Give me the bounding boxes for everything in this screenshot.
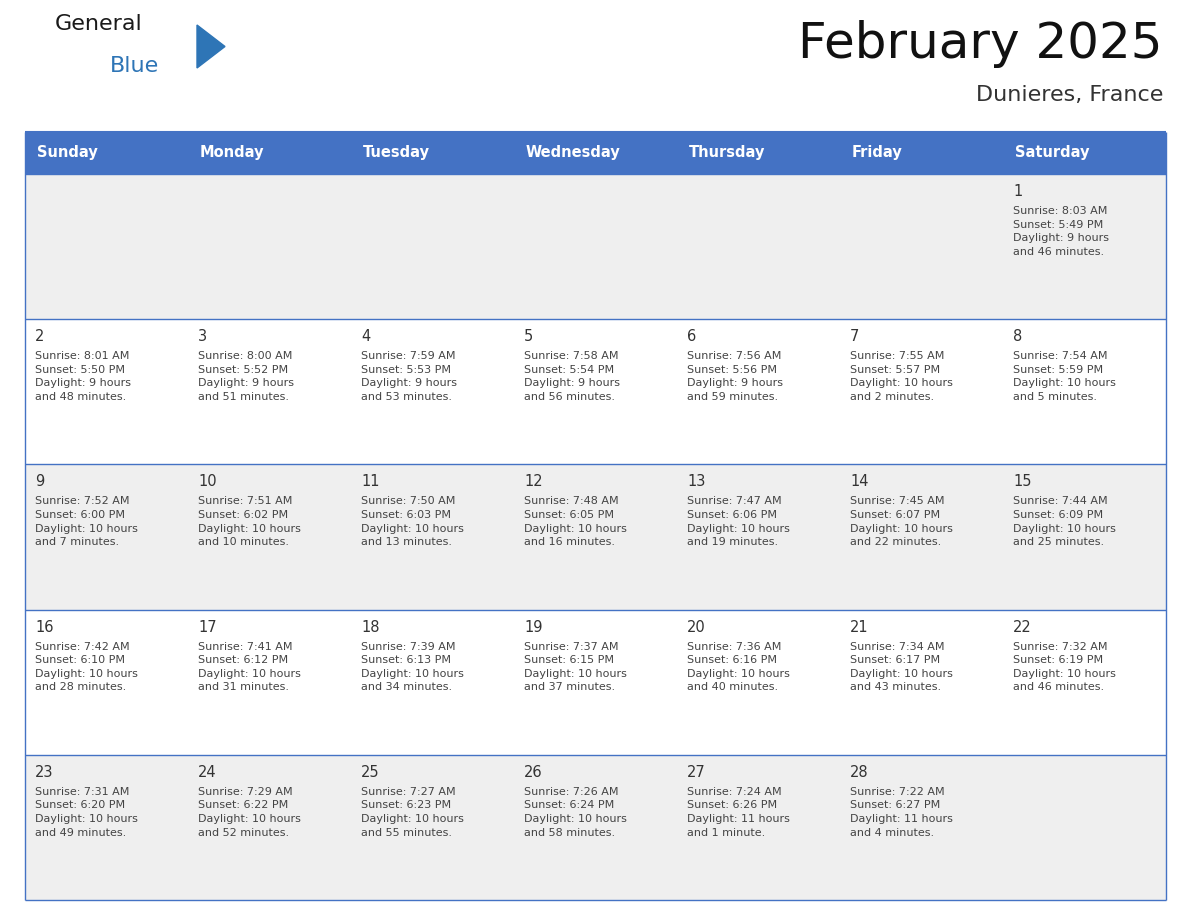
- Text: 20: 20: [687, 620, 706, 634]
- Text: 5: 5: [524, 330, 533, 344]
- Text: Sunrise: 7:41 AM
Sunset: 6:12 PM
Daylight: 10 hours
and 31 minutes.: Sunrise: 7:41 AM Sunset: 6:12 PM Dayligh…: [198, 642, 301, 692]
- Text: Sunrise: 7:37 AM
Sunset: 6:15 PM
Daylight: 10 hours
and 37 minutes.: Sunrise: 7:37 AM Sunset: 6:15 PM Dayligh…: [524, 642, 627, 692]
- Text: 14: 14: [849, 475, 868, 489]
- Text: 4: 4: [361, 330, 371, 344]
- Text: Friday: Friday: [852, 145, 903, 161]
- Text: Sunrise: 7:55 AM
Sunset: 5:57 PM
Daylight: 10 hours
and 2 minutes.: Sunrise: 7:55 AM Sunset: 5:57 PM Dayligh…: [849, 352, 953, 402]
- Text: Sunrise: 7:36 AM
Sunset: 6:16 PM
Daylight: 10 hours
and 40 minutes.: Sunrise: 7:36 AM Sunset: 6:16 PM Dayligh…: [687, 642, 790, 692]
- Text: Sunrise: 7:58 AM
Sunset: 5:54 PM
Daylight: 9 hours
and 56 minutes.: Sunrise: 7:58 AM Sunset: 5:54 PM Dayligh…: [524, 352, 620, 402]
- Text: 25: 25: [361, 765, 380, 779]
- Text: General: General: [55, 14, 143, 34]
- Text: 22: 22: [1013, 620, 1031, 634]
- Text: 23: 23: [34, 765, 53, 779]
- Text: 12: 12: [524, 475, 543, 489]
- Text: Sunrise: 7:54 AM
Sunset: 5:59 PM
Daylight: 10 hours
and 5 minutes.: Sunrise: 7:54 AM Sunset: 5:59 PM Dayligh…: [1013, 352, 1116, 402]
- Bar: [25, 465, 1165, 610]
- Text: Sunrise: 8:03 AM
Sunset: 5:49 PM
Daylight: 9 hours
and 46 minutes.: Sunrise: 8:03 AM Sunset: 5:49 PM Dayligh…: [1013, 206, 1110, 257]
- Text: 8: 8: [1013, 330, 1022, 344]
- Text: Sunrise: 7:50 AM
Sunset: 6:03 PM
Daylight: 10 hours
and 13 minutes.: Sunrise: 7:50 AM Sunset: 6:03 PM Dayligh…: [361, 497, 463, 547]
- Text: 13: 13: [687, 475, 706, 489]
- Text: 19: 19: [524, 620, 543, 634]
- Text: 21: 21: [849, 620, 868, 634]
- Text: Sunday: Sunday: [37, 145, 97, 161]
- Text: Saturday: Saturday: [1015, 145, 1089, 161]
- Text: Sunrise: 7:26 AM
Sunset: 6:24 PM
Daylight: 10 hours
and 58 minutes.: Sunrise: 7:26 AM Sunset: 6:24 PM Dayligh…: [524, 787, 627, 837]
- Text: 15: 15: [1013, 475, 1031, 489]
- Text: Sunrise: 7:59 AM
Sunset: 5:53 PM
Daylight: 9 hours
and 53 minutes.: Sunrise: 7:59 AM Sunset: 5:53 PM Dayligh…: [361, 352, 457, 402]
- Text: Sunrise: 7:31 AM
Sunset: 6:20 PM
Daylight: 10 hours
and 49 minutes.: Sunrise: 7:31 AM Sunset: 6:20 PM Dayligh…: [34, 787, 138, 837]
- Text: Sunrise: 7:44 AM
Sunset: 6:09 PM
Daylight: 10 hours
and 25 minutes.: Sunrise: 7:44 AM Sunset: 6:09 PM Dayligh…: [1013, 497, 1116, 547]
- Text: 1: 1: [1013, 184, 1022, 199]
- Text: Sunrise: 7:27 AM
Sunset: 6:23 PM
Daylight: 10 hours
and 55 minutes.: Sunrise: 7:27 AM Sunset: 6:23 PM Dayligh…: [361, 787, 463, 837]
- Text: 6: 6: [687, 330, 696, 344]
- Text: Sunrise: 7:47 AM
Sunset: 6:06 PM
Daylight: 10 hours
and 19 minutes.: Sunrise: 7:47 AM Sunset: 6:06 PM Dayligh…: [687, 497, 790, 547]
- Polygon shape: [197, 25, 225, 68]
- Text: Sunrise: 8:01 AM
Sunset: 5:50 PM
Daylight: 9 hours
and 48 minutes.: Sunrise: 8:01 AM Sunset: 5:50 PM Dayligh…: [34, 352, 131, 402]
- Bar: [25, 319, 1165, 465]
- Text: Sunrise: 7:45 AM
Sunset: 6:07 PM
Daylight: 10 hours
and 22 minutes.: Sunrise: 7:45 AM Sunset: 6:07 PM Dayligh…: [849, 497, 953, 547]
- Text: February 2025: February 2025: [798, 20, 1163, 68]
- Text: 7: 7: [849, 330, 859, 344]
- Text: Wednesday: Wednesday: [526, 145, 621, 161]
- Text: Monday: Monday: [200, 145, 265, 161]
- Text: 24: 24: [198, 765, 216, 779]
- Text: 3: 3: [198, 330, 207, 344]
- Text: Sunrise: 7:52 AM
Sunset: 6:00 PM
Daylight: 10 hours
and 7 minutes.: Sunrise: 7:52 AM Sunset: 6:00 PM Dayligh…: [34, 497, 138, 547]
- Text: 2: 2: [34, 330, 44, 344]
- Text: Sunrise: 7:56 AM
Sunset: 5:56 PM
Daylight: 9 hours
and 59 minutes.: Sunrise: 7:56 AM Sunset: 5:56 PM Dayligh…: [687, 352, 783, 402]
- Text: Sunrise: 7:51 AM
Sunset: 6:02 PM
Daylight: 10 hours
and 10 minutes.: Sunrise: 7:51 AM Sunset: 6:02 PM Dayligh…: [198, 497, 301, 547]
- Text: 9: 9: [34, 475, 44, 489]
- Text: Sunrise: 7:39 AM
Sunset: 6:13 PM
Daylight: 10 hours
and 34 minutes.: Sunrise: 7:39 AM Sunset: 6:13 PM Dayligh…: [361, 642, 463, 692]
- Text: Sunrise: 8:00 AM
Sunset: 5:52 PM
Daylight: 9 hours
and 51 minutes.: Sunrise: 8:00 AM Sunset: 5:52 PM Dayligh…: [198, 352, 293, 402]
- Text: Sunrise: 7:24 AM
Sunset: 6:26 PM
Daylight: 11 hours
and 1 minute.: Sunrise: 7:24 AM Sunset: 6:26 PM Dayligh…: [687, 787, 790, 837]
- Text: 16: 16: [34, 620, 53, 634]
- Text: Sunrise: 7:34 AM
Sunset: 6:17 PM
Daylight: 10 hours
and 43 minutes.: Sunrise: 7:34 AM Sunset: 6:17 PM Dayligh…: [849, 642, 953, 692]
- Text: Dunieres, France: Dunieres, France: [975, 85, 1163, 105]
- Text: Thursday: Thursday: [689, 145, 765, 161]
- Bar: [25, 174, 1165, 319]
- Text: Sunrise: 7:22 AM
Sunset: 6:27 PM
Daylight: 11 hours
and 4 minutes.: Sunrise: 7:22 AM Sunset: 6:27 PM Dayligh…: [849, 787, 953, 837]
- Text: Blue: Blue: [110, 56, 159, 76]
- Text: 18: 18: [361, 620, 379, 634]
- Bar: [25, 755, 1165, 900]
- Text: Sunrise: 7:42 AM
Sunset: 6:10 PM
Daylight: 10 hours
and 28 minutes.: Sunrise: 7:42 AM Sunset: 6:10 PM Dayligh…: [34, 642, 138, 692]
- Text: 17: 17: [198, 620, 216, 634]
- Text: Sunrise: 7:32 AM
Sunset: 6:19 PM
Daylight: 10 hours
and 46 minutes.: Sunrise: 7:32 AM Sunset: 6:19 PM Dayligh…: [1013, 642, 1116, 692]
- Text: Sunrise: 7:48 AM
Sunset: 6:05 PM
Daylight: 10 hours
and 16 minutes.: Sunrise: 7:48 AM Sunset: 6:05 PM Dayligh…: [524, 497, 627, 547]
- Text: Sunrise: 7:29 AM
Sunset: 6:22 PM
Daylight: 10 hours
and 52 minutes.: Sunrise: 7:29 AM Sunset: 6:22 PM Dayligh…: [198, 787, 301, 837]
- Text: 27: 27: [687, 765, 706, 779]
- Bar: [25, 132, 1165, 174]
- Text: 28: 28: [849, 765, 868, 779]
- Text: 26: 26: [524, 765, 543, 779]
- Bar: [25, 610, 1165, 755]
- Text: 11: 11: [361, 475, 379, 489]
- Text: 10: 10: [198, 475, 216, 489]
- Text: Tuesday: Tuesday: [364, 145, 430, 161]
